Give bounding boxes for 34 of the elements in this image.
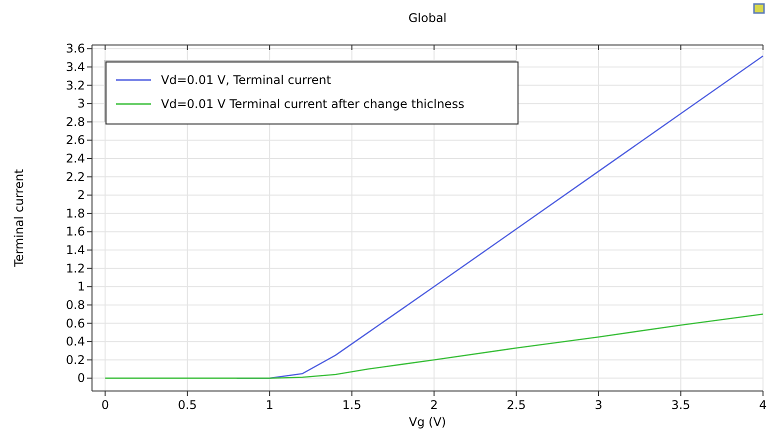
y-tick-label: 1.8 xyxy=(66,206,85,220)
y-tick-label: 3 xyxy=(77,96,85,111)
x-tick-label: 1.5 xyxy=(342,398,362,412)
y-tick-label: 2 xyxy=(77,188,85,202)
y-tick-label: 0.8 xyxy=(66,298,85,312)
x-tick-label: 1 xyxy=(266,398,274,412)
y-tick-label: 3.2 xyxy=(66,78,85,92)
y-tick-label: 2.6 xyxy=(66,133,85,148)
y-tick-label: 2.4 xyxy=(66,152,85,166)
y-tick-label: 1 xyxy=(77,280,85,294)
y-tick-label: 0.2 xyxy=(66,352,85,367)
x-tick-label: 2 xyxy=(430,398,438,412)
y-tick-label: 1.4 xyxy=(66,243,85,258)
legend-label: Vd=0.01 V, Terminal current xyxy=(161,73,332,87)
x-tick-label: 3 xyxy=(594,398,602,412)
x-tick-label: 0 xyxy=(101,398,109,412)
y-tick-label: 0.6 xyxy=(66,316,85,330)
y-tick-label: 3.4 xyxy=(66,60,85,74)
y-tick-label: 2.8 xyxy=(66,114,85,129)
x-tick-label: 2.5 xyxy=(506,398,526,412)
x-axis-title: Vg (V) xyxy=(408,415,446,429)
line-series xyxy=(104,313,764,379)
y-axis-title: Terminal current xyxy=(12,168,26,268)
x-tick-label: 3.5 xyxy=(671,398,690,412)
x-tick-label: 4 xyxy=(759,398,767,412)
chart-title: Global xyxy=(408,11,447,25)
y-tick-label: 0.4 xyxy=(66,334,85,349)
x-tick-label: 0.5 xyxy=(178,398,197,412)
y-tick-label: 3.6 xyxy=(66,42,85,56)
y-tick-label: 1.2 xyxy=(66,261,85,276)
y-tick-label: 0 xyxy=(77,371,85,386)
y-tick-label: 2.2 xyxy=(66,170,85,184)
legend-label: Vd=0.01 V Terminal current after change thiclness xyxy=(161,97,464,111)
y-tick-label: 1.6 xyxy=(66,224,85,239)
